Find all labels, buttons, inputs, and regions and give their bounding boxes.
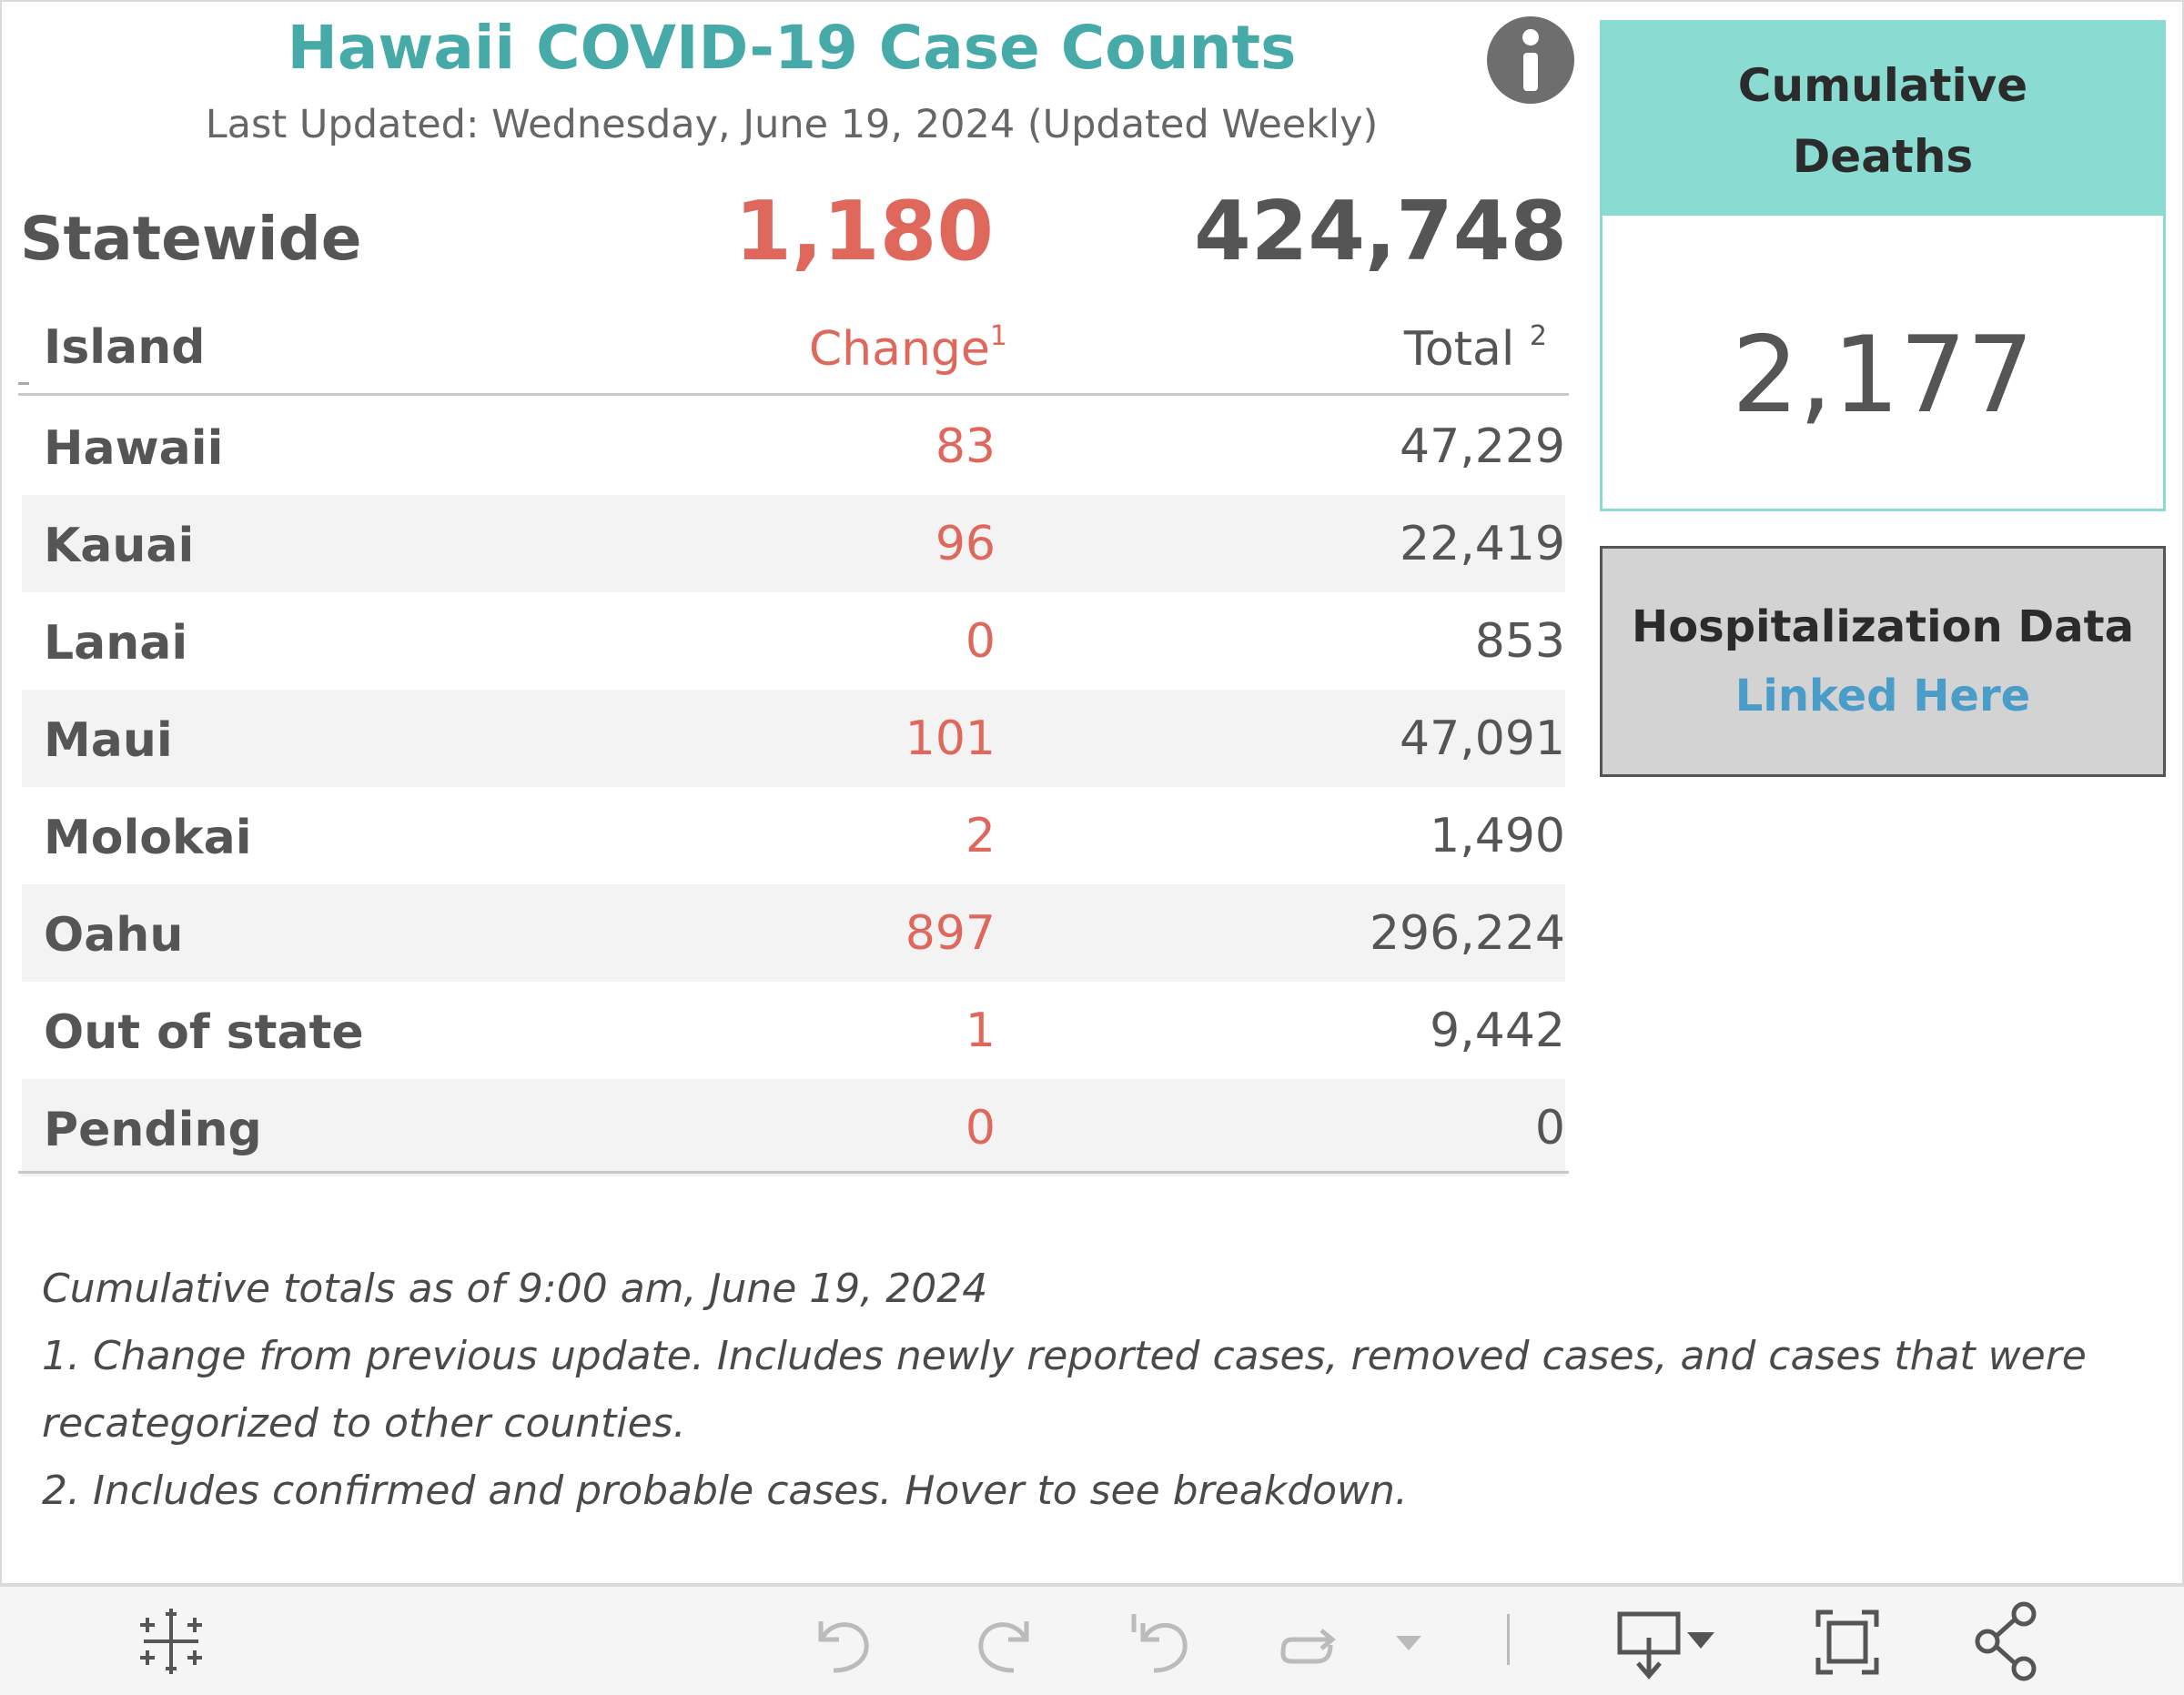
row-change: 0 — [965, 614, 996, 669]
row-total: 22,419 — [1400, 517, 1565, 571]
cumulative-deaths-title-line2: Deaths — [1792, 130, 1974, 183]
row-total: 296,224 — [1369, 906, 1565, 961]
row-island: Lanai — [44, 616, 188, 671]
column-header-island: Island — [44, 320, 206, 375]
row-island: Oahu — [44, 908, 184, 963]
row-total: 9,442 — [1430, 1004, 1565, 1058]
table-row[interactable]: Out of state 1 9,442 — [22, 982, 1565, 1079]
toolbar-separator — [1507, 1614, 1510, 1665]
row-total: 47,091 — [1400, 711, 1565, 766]
cumulative-deaths-title-line1: Cumulative — [1737, 59, 2028, 112]
statewide-label: Statewide — [20, 204, 362, 274]
statewide-change[interactable]: 1,180 — [734, 184, 994, 279]
row-change: 2 — [965, 809, 996, 863]
table-row[interactable]: Maui 101 47,091 — [22, 690, 1565, 787]
island-table: Hawaii 83 47,229 Kauai 96 22,419 Lanai 0… — [22, 398, 1565, 1176]
viz-toolbar — [0, 1585, 2184, 1695]
download-icon[interactable] — [1611, 1587, 1720, 1695]
redo-icon[interactable] — [968, 1587, 1041, 1695]
footnote-2: 2. Includes confirmed and probable cases… — [42, 1468, 1408, 1514]
fullscreen-icon[interactable] — [1811, 1587, 1884, 1695]
footnote-cumulative: Cumulative totals as of 9:00 am, June 19… — [42, 1266, 988, 1312]
row-change: 101 — [905, 711, 996, 766]
hospitalization-card[interactable]: Hospitalization Data Linked Here — [1600, 546, 2166, 777]
column-header-total: Total 2 — [1094, 320, 1547, 377]
row-island: Maui — [44, 713, 173, 768]
footnote-marker-2: 2 — [1529, 320, 1547, 352]
last-updated-text: Last Updated: Wednesday, June 19, 2024 (… — [205, 102, 1379, 147]
dashboard-title: Hawaii COVID-19 Case Counts — [287, 13, 1297, 83]
table-row[interactable]: Hawaii 83 47,229 — [22, 398, 1565, 495]
column-header-change: Change1 — [639, 320, 1007, 377]
tableau-logo-icon[interactable] — [135, 1587, 207, 1695]
row-change: 83 — [935, 419, 996, 474]
row-total: 1,490 — [1430, 809, 1565, 863]
row-island: Out of state — [44, 1005, 364, 1060]
table-row[interactable]: Kauai 96 22,419 — [22, 495, 1565, 592]
table-row[interactable]: Pending 0 0 — [22, 1079, 1565, 1176]
column-header-change-label: Change — [808, 322, 990, 377]
row-change: 0 — [965, 1101, 996, 1155]
table-bottom-divider — [18, 1171, 1569, 1174]
row-change: 1 — [965, 1004, 996, 1058]
row-total: 853 — [1474, 614, 1565, 669]
undo-icon[interactable] — [806, 1587, 879, 1695]
share-icon[interactable] — [1969, 1587, 2042, 1695]
refresh-icon[interactable] — [1270, 1587, 1343, 1695]
info-icon-dot — [1522, 29, 1539, 45]
footnote-1: 1. Change from previous update. Includes… — [42, 1333, 2087, 1379]
row-island: Hawaii — [44, 421, 224, 476]
footnotes: Cumulative totals as of 9:00 am, June 19… — [42, 1256, 2153, 1525]
revert-icon[interactable] — [1125, 1587, 1198, 1695]
hospitalization-link[interactable]: Linked Here — [1734, 671, 2031, 721]
row-change: 897 — [905, 906, 996, 961]
dashboard-viz: Hawaii COVID-19 Case Counts Last Updated… — [0, 0, 2184, 1585]
info-icon-bar — [1523, 53, 1538, 91]
row-island: Pending — [44, 1103, 262, 1157]
row-total: 0 — [1534, 1101, 1565, 1155]
row-total: 47,229 — [1400, 419, 1565, 474]
footnote-marker-1: 1 — [989, 320, 1007, 352]
row-change: 96 — [935, 517, 996, 571]
footnote-1-continued: recategorized to other counties. — [42, 1400, 686, 1447]
table-row[interactable]: Oahu 897 296,224 — [22, 884, 1565, 982]
cumulative-deaths-value: 2,177 — [1731, 314, 2035, 437]
table-row[interactable]: Molokai 2 1,490 — [22, 787, 1565, 884]
column-header-total-label: Total — [1403, 322, 1515, 377]
pause-dropdown-icon[interactable] — [1389, 1587, 1429, 1695]
row-island: Kauai — [44, 519, 195, 573]
table-row[interactable]: Lanai 0 853 — [22, 592, 1565, 690]
cumulative-deaths-card: Cumulative Deaths 2,177 — [1600, 20, 2166, 511]
hospitalization-title: Hospitalization Data — [1632, 601, 2134, 652]
header-divider — [18, 393, 1569, 396]
cumulative-deaths-title: Cumulative Deaths — [1603, 23, 2163, 216]
row-island: Molokai — [44, 811, 252, 865]
info-icon[interactable] — [1487, 16, 1574, 104]
statewide-total[interactable]: 424,748 — [1194, 184, 1567, 279]
header-sort-tick[interactable] — [18, 382, 29, 385]
